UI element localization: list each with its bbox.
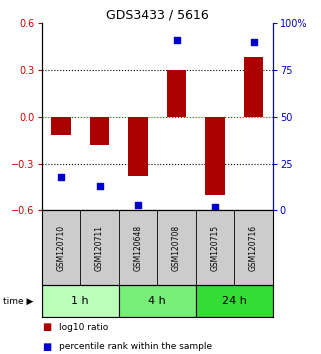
Text: 4 h: 4 h xyxy=(148,296,166,306)
Text: 1 h: 1 h xyxy=(72,296,89,306)
Text: log10 ratio: log10 ratio xyxy=(59,322,108,332)
Bar xyxy=(205,117,225,195)
Bar xyxy=(128,117,148,176)
Text: GSM120716: GSM120716 xyxy=(249,225,258,271)
Bar xyxy=(42,285,119,316)
Title: GDS3433 / 5616: GDS3433 / 5616 xyxy=(106,9,209,22)
Point xyxy=(174,37,179,43)
Text: GSM120711: GSM120711 xyxy=(95,225,104,271)
Bar xyxy=(119,285,196,316)
Text: time ▶: time ▶ xyxy=(3,296,34,306)
Text: percentile rank within the sample: percentile rank within the sample xyxy=(59,342,213,351)
Point xyxy=(97,183,102,189)
Text: GSM120708: GSM120708 xyxy=(172,225,181,271)
Text: ■: ■ xyxy=(42,322,51,332)
Bar xyxy=(196,285,273,316)
Bar xyxy=(90,117,109,145)
Point xyxy=(58,174,64,179)
Bar xyxy=(51,117,71,136)
Text: GSM120648: GSM120648 xyxy=(134,225,143,271)
Text: ■: ■ xyxy=(42,342,51,352)
Point xyxy=(135,202,141,207)
Bar xyxy=(244,57,263,117)
Point xyxy=(213,204,218,210)
Point xyxy=(251,39,256,45)
Bar xyxy=(167,70,186,117)
Text: GSM120715: GSM120715 xyxy=(211,225,220,271)
Text: 24 h: 24 h xyxy=(222,296,247,306)
Text: GSM120710: GSM120710 xyxy=(56,225,65,271)
